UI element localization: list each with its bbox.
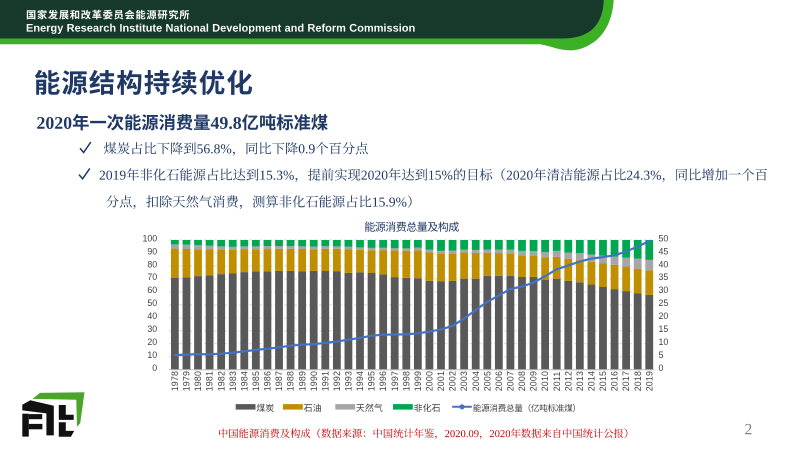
svg-text:2001: 2001 [436, 371, 446, 391]
svg-text:50: 50 [147, 298, 157, 308]
svg-text:2019: 2019 [644, 371, 654, 391]
svg-text:1995: 1995 [367, 371, 377, 391]
svg-text:0: 0 [152, 363, 157, 373]
svg-text:60: 60 [147, 285, 157, 295]
svg-text:35: 35 [659, 272, 669, 282]
svg-text:1983: 1983 [228, 371, 238, 391]
svg-text:1989: 1989 [297, 371, 307, 391]
svg-text:10: 10 [147, 350, 157, 360]
svg-text:2009: 2009 [529, 371, 539, 391]
svg-text:2010: 2010 [540, 371, 550, 391]
svg-text:70: 70 [147, 272, 157, 282]
svg-text:1986: 1986 [263, 371, 273, 391]
svg-text:1984: 1984 [239, 371, 249, 391]
svg-text:2004: 2004 [471, 371, 481, 391]
svg-text:1993: 1993 [344, 371, 354, 391]
svg-text:20: 20 [659, 311, 669, 321]
svg-text:1985: 1985 [251, 371, 261, 391]
svg-text:15: 15 [659, 324, 669, 334]
svg-text:1997: 1997 [390, 371, 400, 391]
svg-text:1991: 1991 [320, 371, 330, 391]
svg-text:100: 100 [143, 233, 158, 243]
svg-text:2016: 2016 [610, 371, 620, 391]
svg-text:1980: 1980 [193, 371, 203, 391]
svg-text:2000: 2000 [425, 371, 435, 391]
svg-text:10: 10 [659, 337, 669, 347]
svg-text:2015: 2015 [598, 371, 608, 391]
svg-text:1998: 1998 [401, 371, 411, 391]
svg-text:2008: 2008 [517, 371, 527, 391]
svg-text:30: 30 [659, 285, 669, 295]
svg-text:2007: 2007 [506, 371, 516, 391]
svg-text:1982: 1982 [216, 371, 226, 391]
svg-text:2005: 2005 [482, 371, 492, 391]
svg-text:20: 20 [147, 337, 157, 347]
svg-text:1988: 1988 [286, 371, 296, 391]
svg-text:50: 50 [659, 233, 669, 243]
svg-text:1987: 1987 [274, 371, 284, 391]
svg-text:1990: 1990 [309, 371, 319, 391]
svg-text:2003: 2003 [459, 371, 469, 391]
svg-text:2017: 2017 [621, 371, 631, 391]
svg-text:1978: 1978 [170, 371, 180, 391]
svg-text:1992: 1992 [332, 371, 342, 391]
svg-text:2006: 2006 [494, 371, 504, 391]
svg-text:1994: 1994 [355, 371, 365, 391]
svg-text:80: 80 [147, 259, 157, 269]
svg-text:2018: 2018 [633, 371, 643, 391]
svg-text:5: 5 [659, 350, 664, 360]
svg-text:40: 40 [659, 259, 669, 269]
svg-text:1999: 1999 [413, 371, 423, 391]
svg-text:30: 30 [147, 324, 157, 334]
svg-text:2002: 2002 [448, 371, 458, 391]
svg-text:0: 0 [659, 363, 664, 373]
svg-text:1979: 1979 [182, 371, 192, 391]
svg-text:90: 90 [147, 246, 157, 256]
svg-text:2013: 2013 [575, 371, 585, 391]
svg-text:1981: 1981 [205, 371, 215, 391]
svg-text:2014: 2014 [587, 371, 597, 391]
svg-text:25: 25 [659, 298, 669, 308]
svg-text:45: 45 [659, 246, 669, 256]
svg-text:2011: 2011 [552, 372, 562, 392]
svg-text:1996: 1996 [378, 371, 388, 391]
svg-text:2012: 2012 [563, 371, 573, 391]
svg-text:40: 40 [147, 311, 157, 321]
